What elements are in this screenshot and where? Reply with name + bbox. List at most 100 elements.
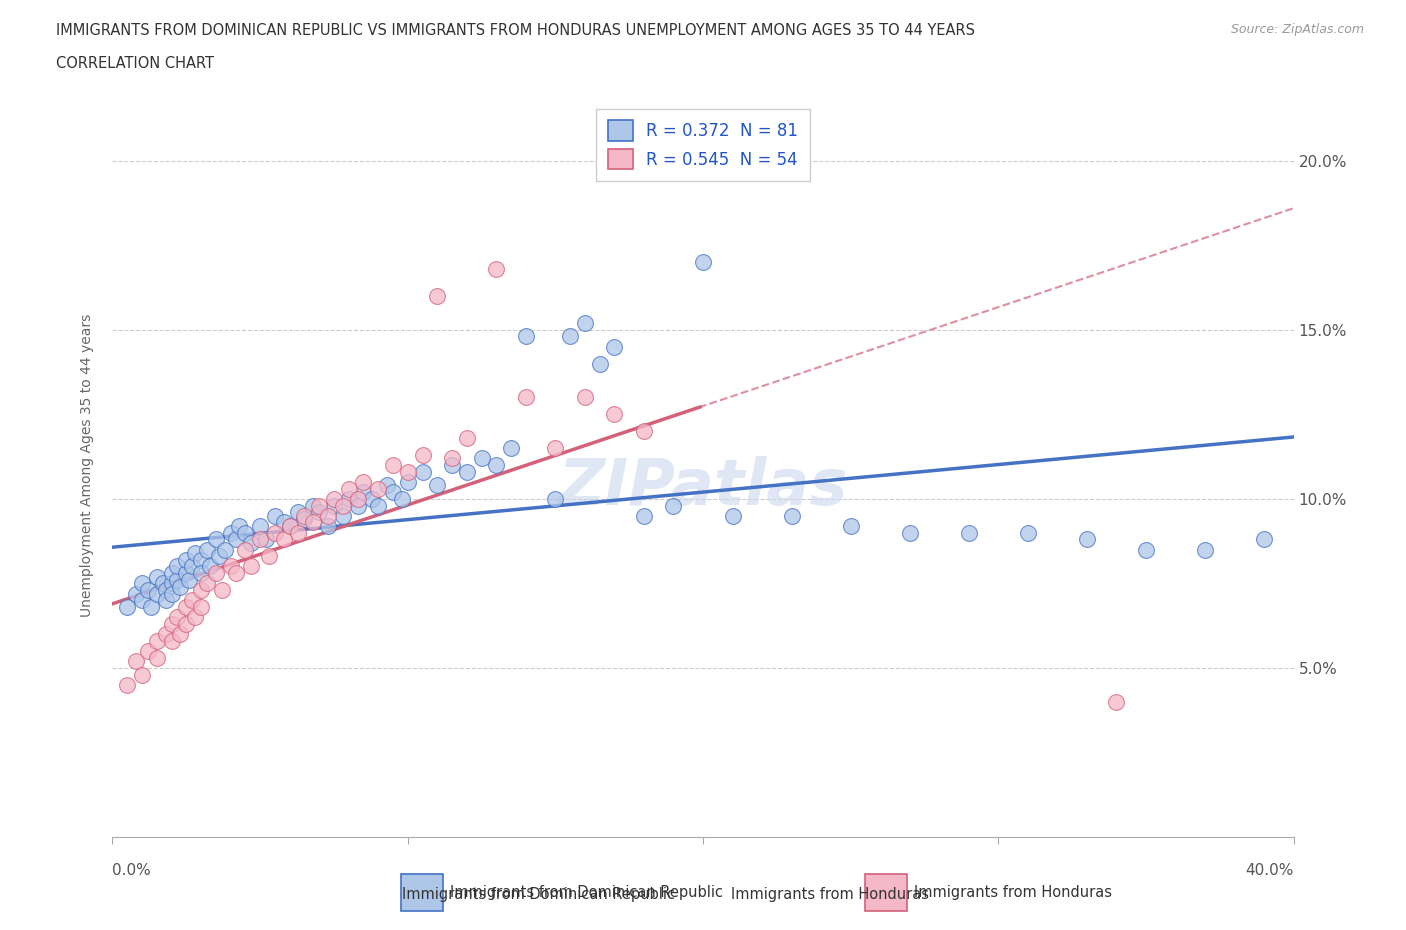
Point <box>839 518 862 533</box>
Point <box>352 474 374 489</box>
Point <box>375 478 398 493</box>
Point <box>195 576 218 591</box>
Point <box>273 532 295 547</box>
Point <box>152 576 174 591</box>
Point <box>166 610 188 625</box>
Point <box>219 559 242 574</box>
Point <box>184 610 207 625</box>
Point <box>205 565 228 580</box>
Point <box>382 485 405 499</box>
Point <box>155 592 177 607</box>
Text: IMMIGRANTS FROM DOMINICAN REPUBLIC VS IMMIGRANTS FROM HONDURAS UNEMPLOYMENT AMON: IMMIGRANTS FROM DOMINICAN REPUBLIC VS IM… <box>56 23 976 38</box>
Point <box>1253 532 1275 547</box>
Point <box>456 431 478 445</box>
Point <box>558 329 582 344</box>
Point <box>198 559 221 574</box>
Point <box>957 525 980 540</box>
Point <box>146 633 169 648</box>
Point <box>117 677 138 692</box>
Point <box>117 600 138 615</box>
Point <box>160 617 183 631</box>
Point <box>898 525 921 540</box>
Point <box>131 576 153 591</box>
Point <box>225 565 247 580</box>
Text: 40.0%: 40.0% <box>1246 863 1294 878</box>
Point <box>139 600 162 615</box>
Point <box>278 518 301 533</box>
Point <box>1135 542 1157 557</box>
Point <box>1076 532 1098 547</box>
Point <box>515 329 537 344</box>
Point <box>456 464 478 479</box>
Point <box>190 583 212 598</box>
Point <box>211 583 233 598</box>
Point <box>323 491 346 506</box>
Point <box>574 315 596 330</box>
Point <box>426 288 449 303</box>
Point <box>470 451 494 466</box>
Point <box>160 633 183 648</box>
Text: Immigrants from Dominican Republic: Immigrants from Dominican Republic <box>402 887 675 902</box>
Point <box>225 532 247 547</box>
Point <box>544 491 567 506</box>
Point <box>501 441 523 456</box>
Point <box>316 509 339 524</box>
FancyBboxPatch shape <box>401 874 443 911</box>
Point <box>361 491 384 506</box>
Point <box>367 481 389 496</box>
Point <box>195 542 218 557</box>
Point <box>603 406 626 421</box>
Point <box>292 509 315 524</box>
Point <box>1194 542 1216 557</box>
Text: CORRELATION CHART: CORRELATION CHART <box>56 56 214 71</box>
Point <box>174 600 197 615</box>
Point <box>1105 695 1128 710</box>
Point <box>166 559 188 574</box>
Point <box>254 532 277 547</box>
Point <box>332 509 354 524</box>
Point <box>692 255 714 270</box>
Point <box>160 565 183 580</box>
Point <box>181 559 204 574</box>
Point <box>574 390 596 405</box>
Point <box>233 542 256 557</box>
Point <box>131 667 153 682</box>
Point <box>257 549 280 564</box>
Point <box>190 552 212 567</box>
Point <box>678 153 700 168</box>
Point <box>131 592 153 607</box>
Point <box>332 498 354 513</box>
Point <box>292 512 315 526</box>
Point <box>337 491 360 506</box>
Point <box>205 532 228 547</box>
Point <box>174 565 197 580</box>
Point <box>302 498 325 513</box>
Point <box>169 627 191 642</box>
Point <box>485 261 508 276</box>
Point <box>166 573 188 588</box>
Text: Immigrants from Dominican Republic: Immigrants from Dominican Republic <box>450 885 723 900</box>
Point <box>190 565 212 580</box>
Point <box>337 481 360 496</box>
Point <box>125 654 148 669</box>
Point <box>208 549 231 564</box>
Point <box>287 525 309 540</box>
Point <box>219 525 242 540</box>
Text: Source: ZipAtlas.com: Source: ZipAtlas.com <box>1230 23 1364 36</box>
Point <box>308 505 330 520</box>
Point <box>160 586 183 601</box>
Text: 0.0%: 0.0% <box>112 863 152 878</box>
Point <box>228 518 250 533</box>
Point <box>367 498 389 513</box>
Point <box>169 579 191 594</box>
Point <box>155 627 177 642</box>
Point <box>633 424 655 439</box>
Point <box>302 515 325 530</box>
Point <box>179 573 201 588</box>
Text: Immigrants from Honduras: Immigrants from Honduras <box>731 887 929 902</box>
Point <box>174 617 197 631</box>
Point <box>588 356 610 371</box>
Point <box>1017 525 1039 540</box>
Point <box>278 518 301 533</box>
Point <box>352 485 374 499</box>
